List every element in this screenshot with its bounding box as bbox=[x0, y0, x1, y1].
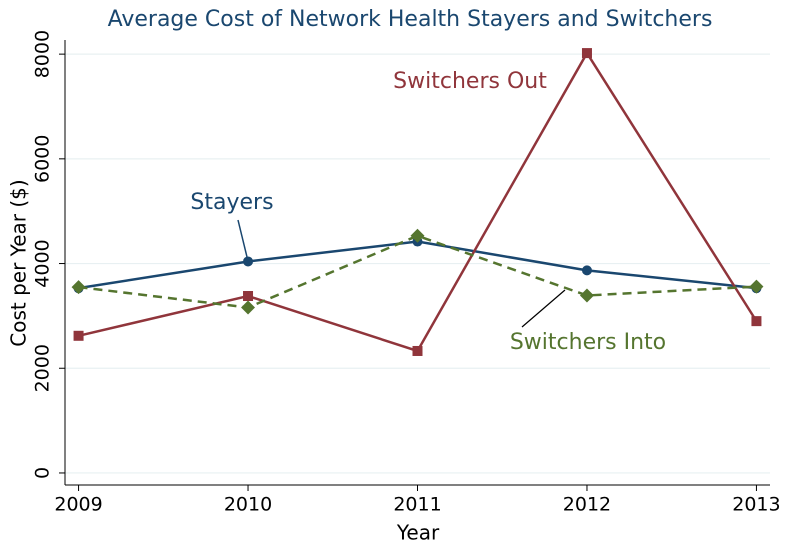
marker bbox=[71, 280, 86, 295]
marker bbox=[73, 330, 84, 341]
y-tick-label: 6000 bbox=[32, 135, 54, 183]
series-line bbox=[78, 234, 757, 309]
x-tick-label: 2009 bbox=[54, 494, 102, 516]
marker bbox=[243, 291, 254, 302]
chart-title: Average Cost of Network Health Stayers a… bbox=[108, 7, 713, 32]
y-tick-label: 2000 bbox=[32, 344, 54, 392]
x-tick-label: 2013 bbox=[732, 494, 780, 516]
series-label: Switchers Into bbox=[510, 330, 666, 355]
marker bbox=[579, 288, 594, 303]
plot: 0 2000 4000 6000 8000 2009 2010 2011 2012 2013 bbox=[32, 30, 781, 516]
marker bbox=[581, 48, 592, 59]
series-label: Stayers bbox=[190, 190, 273, 215]
y-axis-label: Cost per Year ($) bbox=[7, 179, 31, 346]
y-tick-label: 8000 bbox=[32, 30, 54, 78]
marker bbox=[412, 345, 423, 356]
marker bbox=[243, 256, 254, 267]
marker bbox=[749, 279, 764, 294]
y-tick-label: 0 bbox=[32, 467, 54, 479]
marker bbox=[751, 316, 762, 327]
series-label: Switchers Out bbox=[393, 69, 547, 94]
annotation-pointer bbox=[237, 219, 248, 258]
x-tick-label: 2010 bbox=[224, 494, 272, 516]
x-tick-label: 2012 bbox=[563, 494, 611, 516]
annotation-pointer bbox=[521, 289, 566, 328]
y-tick-label: 4000 bbox=[32, 239, 54, 287]
x-axis-label: Year bbox=[396, 521, 440, 545]
marker bbox=[241, 300, 256, 315]
marker bbox=[410, 228, 425, 243]
x-tick-label: 2011 bbox=[393, 494, 441, 516]
marker bbox=[581, 265, 592, 276]
